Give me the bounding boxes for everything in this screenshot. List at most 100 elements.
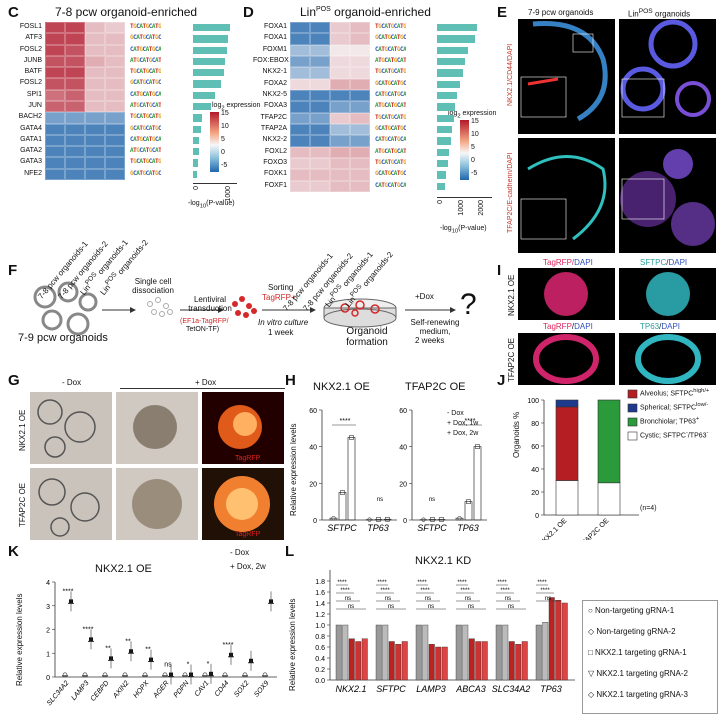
panel-e-col1: 7-9 pcw organoids — [528, 8, 594, 17]
l-bar-1-1 — [382, 624, 389, 681]
l-bar-4-1 — [502, 624, 509, 681]
heatmap-cell-10-2 — [330, 135, 350, 147]
heatmap-cell-5-0 — [45, 78, 65, 90]
heatmap-cell-6-1 — [65, 89, 85, 101]
i-label-b: SFTPC/DAPI — [640, 258, 688, 267]
l-cat-3: ABCA3 — [455, 684, 486, 694]
heatmap-cell-7-0 — [290, 101, 310, 113]
pvalue-bar-D-1 — [437, 35, 476, 43]
j-bar-1-3 — [597, 399, 621, 484]
f-step2: Lentiviral transduction — [188, 295, 232, 313]
l-ytick-label-8: 1.6 — [315, 590, 325, 597]
j-legend-3: Bronchiolar; TP63+ — [640, 416, 700, 426]
j-ytick-label-5: 100 — [527, 398, 539, 405]
heatmap-cell-3-3 — [350, 55, 370, 68]
pvalue-bar-D-10 — [437, 137, 451, 145]
heatmap-cell-1-1 — [65, 33, 85, 45]
k-sig-8: **** — [223, 642, 234, 649]
panel-c-xaxis — [193, 183, 237, 184]
h-title-1: NKX2.1 OE — [313, 381, 370, 393]
heatmap-cell-11-3 — [105, 146, 125, 158]
heatmap-cell-13-3 — [350, 169, 370, 181]
l-bar-5-0 — [535, 624, 542, 681]
k-point-7-0 — [202, 672, 208, 678]
heatmap-cell-1-3 — [105, 33, 125, 45]
panel-g-micrographs — [30, 392, 284, 540]
l-sig-4-1: **** — [500, 588, 510, 594]
h-right-point-1-1 — [466, 499, 471, 504]
heatmap-cell-5-3 — [105, 78, 125, 90]
l-ytick-label-6: 1.2 — [315, 612, 325, 619]
heatmap-cell-11-0 — [45, 146, 65, 158]
h-right-bar-0-1 — [428, 519, 437, 521]
k-point-4-0 — [142, 672, 148, 678]
heatmap-cell-10-1 — [310, 135, 330, 147]
h-left-point-1-2 — [385, 516, 390, 522]
heatmap-cell-2-2 — [330, 44, 350, 56]
heatmap-cell-5-1 — [65, 78, 85, 90]
panel-c-title: 7-8 pcw organoid-enriched — [55, 5, 198, 19]
l-ytick-label-4: 0.8 — [315, 634, 325, 641]
l-sig-4-3: ns — [508, 604, 514, 610]
row-label-C-0: FOSL1 — [19, 23, 42, 30]
l-legend-box — [582, 600, 718, 714]
panel-d-color-legend — [460, 120, 469, 180]
panel-e-row1-label: NKX2.1/CD44/DAPI — [507, 43, 514, 107]
j-ylabel: Organoids % — [512, 411, 521, 459]
l-legend-item-2: □ NKX2.1 targeting gRNA-1 — [588, 648, 687, 657]
heatmap-cell-0-3 — [350, 22, 370, 34]
motif-logo-D-1: GCATGCATGC — [375, 34, 407, 42]
motif-logo-D-13: GCATGCATGC — [375, 170, 407, 178]
panel-d-xaxis — [437, 197, 492, 198]
panel-j-chart: 0 20 40 60 80 100 NKX2.1 OE TFAP2C OE — [527, 389, 639, 540]
h-left-ytick-label-2: 40 — [309, 445, 317, 452]
legend-tick-C-2: 5 — [221, 136, 225, 143]
motif-logo-D-2: CATGCATGCA — [375, 45, 407, 53]
heatmap-cell-9-0 — [290, 123, 310, 136]
row-label-C-9: GATA4 — [20, 124, 42, 132]
heatmap-cell-8-3 — [350, 112, 370, 124]
k-point-10-0 — [262, 672, 268, 678]
pvalue-bar-D-5 — [437, 80, 461, 88]
k-point-2-0 — [102, 672, 108, 678]
l-sig-2-3: ns — [428, 604, 434, 610]
h-right-ytick-label-3: 60 — [399, 408, 407, 415]
l-bar-5-3 — [555, 600, 562, 681]
panel-l-chart: 0.0 0.2 0.4 0.6 0.8 1.0 1.2 1.4 1.6 1.8 **** **** ns… — [315, 570, 575, 694]
h-left-bar-0-1 — [338, 492, 347, 521]
pvalue-bar-D-13 — [437, 171, 447, 179]
heatmap-cell-1-2 — [330, 33, 350, 45]
l-ytick-label-9: 1.8 — [315, 579, 325, 586]
motif-logo-C-9: GCATGCATGC — [130, 124, 162, 132]
heatmap-cell-12-2 — [330, 157, 350, 170]
h-left-bar-1-1 — [374, 519, 383, 521]
panel-label-e: E — [497, 4, 508, 21]
panel-c-color-legend — [210, 112, 219, 172]
row-label-D-13: FOXK1 — [264, 170, 287, 178]
row-label-D-0: FOXA1 — [264, 23, 287, 30]
h-right-bar-1-1 — [464, 501, 473, 521]
panel-i-micrographs — [518, 268, 716, 385]
heatmap-cell-3-2 — [85, 55, 105, 68]
heatmap-cell-0-2 — [330, 22, 350, 34]
heatmap-cell-13-1 — [65, 168, 85, 180]
heatmap-cell-10-3 — [350, 135, 370, 147]
row-label-D-2: FOXM1 — [262, 45, 287, 53]
f-step4a: In vitro culture — [258, 318, 309, 327]
heatmap-cell-6-2 — [85, 89, 105, 101]
l-bar-4-4 — [521, 641, 528, 681]
legend-tick-C-4: -5 — [221, 162, 228, 169]
row-label-D-9: TFAP2A — [260, 125, 287, 132]
l-sig-3-2: ns — [465, 596, 471, 602]
h-left-cat-1: TP63 — [367, 523, 389, 533]
l-bar-0-1 — [342, 624, 349, 681]
k-cat-9: SOX2 — [233, 680, 250, 699]
heatmap-cell-1-0 — [45, 33, 65, 45]
heatmap-cell-6-0 — [290, 89, 310, 102]
row-label-D-5: FOXA2 — [264, 79, 287, 87]
motif-logo-D-0: TGCATGCATG — [375, 23, 407, 30]
j-ytick-label-0: 0 — [535, 513, 539, 520]
e-img-1 — [518, 19, 615, 134]
heatmap-cell-1-1 — [310, 33, 330, 45]
f-formation: Organoid formation — [346, 326, 388, 348]
